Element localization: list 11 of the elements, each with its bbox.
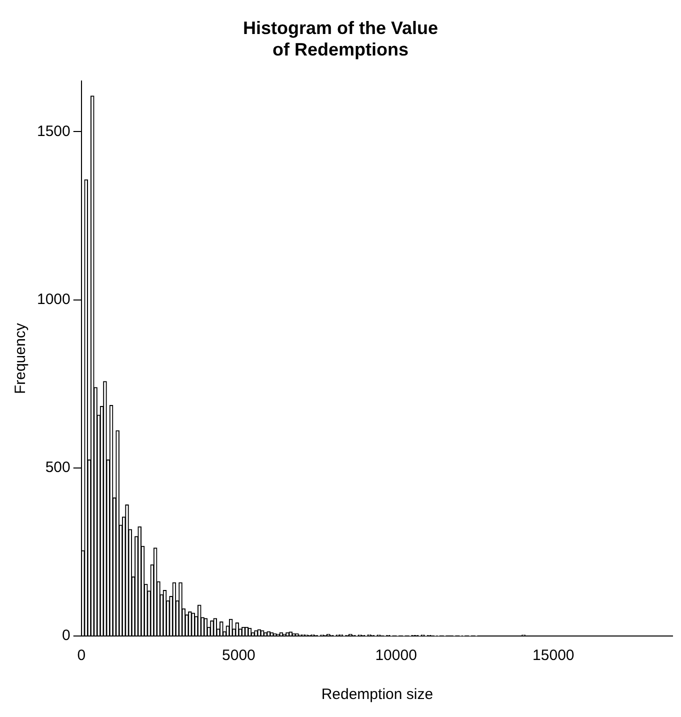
x-tick-label: 15000 — [532, 647, 574, 664]
y-tick-label: 1500 — [36, 122, 70, 140]
x-tick-label: 5000 — [222, 647, 256, 664]
x-tick-label: 10000 — [375, 647, 417, 664]
x-axis-title: Redemption size — [321, 686, 434, 704]
y-tick-label: 500 — [45, 459, 70, 476]
y-tick-label: 0 — [62, 627, 70, 644]
x-tick-label: 0 — [77, 647, 86, 664]
y-axis-title: Frequency — [12, 322, 30, 394]
y-tick-label: 1000 — [36, 290, 70, 308]
chart-title: Histogram of the Value of Redemptions — [242, 18, 438, 60]
